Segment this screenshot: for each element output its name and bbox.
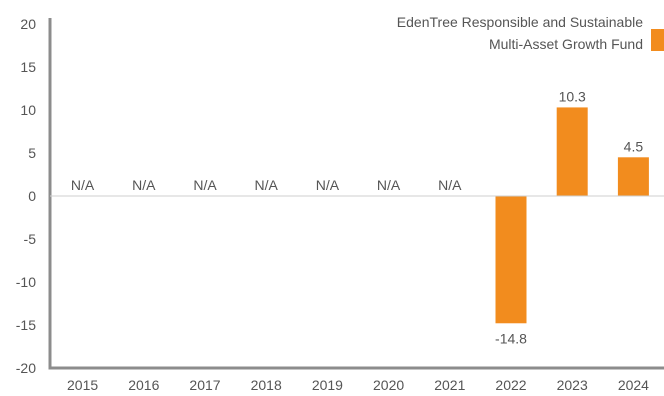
x-tick-label: 2015	[67, 377, 98, 393]
x-tick-label: 2021	[434, 377, 465, 393]
bar-labels: N/A N/A N/A N/A N/A N/A N/A -14.8 10.3 4.5	[71, 88, 643, 346]
bar-label-2022: -14.8	[495, 330, 527, 346]
x-axis-ticks: 2015 2016 2017 2018 2019 2020 2021 2022 2023 2024	[67, 377, 649, 393]
y-tick-label: -20	[16, 360, 36, 376]
legend-label-line-1: EdenTree Responsible and Sustainable	[397, 14, 643, 30]
y-tick-label: 15	[20, 59, 36, 75]
legend-swatch	[651, 29, 664, 51]
x-tick-label: 2020	[373, 377, 404, 393]
y-tick-label: 0	[28, 188, 36, 204]
y-tick-label: -5	[24, 231, 37, 247]
y-tick-label: -15	[16, 317, 36, 333]
y-tick-label: 10	[20, 102, 36, 118]
bar-2023	[556, 107, 588, 196]
y-tick-label: 5	[28, 145, 36, 161]
y-tick-label: -10	[16, 274, 36, 290]
bar-label-2017: N/A	[193, 177, 217, 193]
axes	[48, 18, 664, 370]
bar-2024	[617, 157, 649, 196]
bar-2022	[495, 196, 527, 324]
bar-label-2018: N/A	[255, 177, 279, 193]
bar-label-2020: N/A	[377, 177, 401, 193]
bar-label-2024: 4.5	[624, 138, 644, 154]
y-tick-label: 20	[20, 16, 36, 32]
x-tick-label: 2018	[251, 377, 282, 393]
y-axis-ticks: 20 15 10 5 0 -5 -10 -15 -20	[16, 16, 36, 376]
x-tick-label: 2019	[312, 377, 343, 393]
bars	[495, 107, 649, 324]
x-tick-label: 2022	[495, 377, 526, 393]
bar-label-2023: 10.3	[559, 88, 586, 104]
bar-label-2019: N/A	[316, 177, 340, 193]
bar-label-2015: N/A	[71, 177, 95, 193]
bar-label-2016: N/A	[132, 177, 156, 193]
x-tick-label: 2023	[557, 377, 588, 393]
x-tick-label: 2016	[128, 377, 159, 393]
legend-label-line-2: Multi-Asset Growth Fund	[489, 36, 643, 52]
x-tick-label: 2024	[618, 377, 649, 393]
bar-label-2021: N/A	[438, 177, 462, 193]
legend: EdenTree Responsible and Sustainable Mul…	[397, 14, 664, 52]
x-tick-label: 2017	[189, 377, 220, 393]
